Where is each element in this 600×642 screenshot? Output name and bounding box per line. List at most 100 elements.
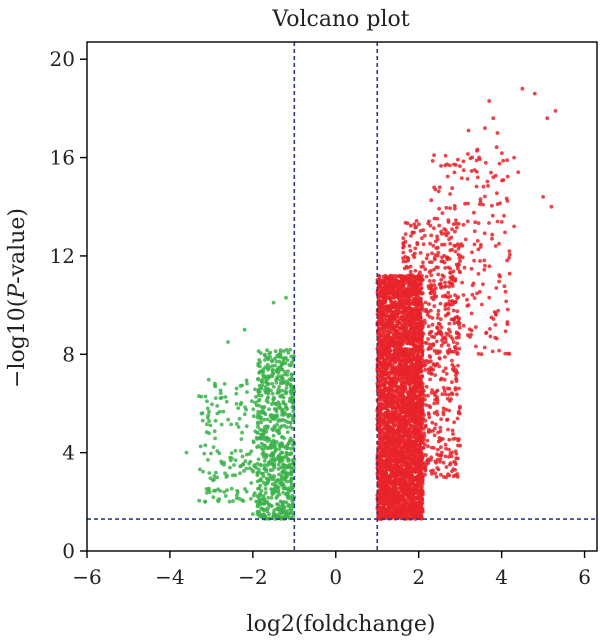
down-regulated-point <box>282 510 287 515</box>
up-regulated-point <box>400 476 405 480</box>
up-regulated-point <box>418 251 423 255</box>
up-regulated-point <box>379 440 383 445</box>
up-regulated-point <box>385 406 389 411</box>
down-regulated-point <box>230 473 235 478</box>
up-regulated-point <box>427 412 431 417</box>
up-regulated-point <box>389 359 394 363</box>
down-regulated-point <box>291 396 296 400</box>
up-regulated-point <box>401 514 406 519</box>
up-regulated-point <box>416 345 421 350</box>
down-regulated-point <box>271 396 276 400</box>
up-regulated-point <box>422 442 427 447</box>
down-regulated-point <box>269 504 274 508</box>
up-regulated-point <box>424 384 429 389</box>
down-regulated-point <box>221 409 226 414</box>
down-regulated-point <box>240 454 245 459</box>
down-regulated-point <box>270 381 274 386</box>
down-regulated-point <box>258 416 263 421</box>
up-regulated-point <box>426 393 430 398</box>
up-regulated-point <box>400 424 404 429</box>
up-regulated-point <box>383 481 388 485</box>
down-regulated-point <box>259 379 264 384</box>
up-regulated-point <box>389 299 394 304</box>
up-regulated-point <box>410 323 414 328</box>
up-regulated-point <box>440 273 445 278</box>
down-regulated-point <box>256 399 261 403</box>
up-regulated-point <box>400 284 405 289</box>
down-regulated-point <box>284 406 289 411</box>
up-regulated-point <box>385 330 390 335</box>
down-regulated-point <box>240 383 245 388</box>
down-regulated-point <box>258 351 263 355</box>
down-regulated-point <box>245 381 249 386</box>
up-regulated-point <box>443 355 447 359</box>
up-regulated-point <box>410 230 415 235</box>
down-regulated-point <box>240 430 245 435</box>
down-regulated-point <box>283 419 288 423</box>
up-regulated-point <box>382 441 387 446</box>
up-regulated-point <box>383 464 388 469</box>
up-regulated-point <box>399 419 404 424</box>
down-regulated-point <box>287 463 292 468</box>
down-regulated-point <box>255 461 260 466</box>
up-regulated-point <box>449 397 453 401</box>
up-regulated-point <box>412 370 417 375</box>
up-regulated-point <box>393 348 397 353</box>
up-regulated-point <box>424 341 429 345</box>
down-regulated-point <box>228 458 233 463</box>
down-regulated-point <box>285 430 290 435</box>
up-regulated-point <box>435 237 440 242</box>
down-regulated-point <box>284 513 289 517</box>
down-regulated-point <box>238 471 242 476</box>
up-regulated-point <box>402 274 407 279</box>
up-regulated-point <box>423 359 428 363</box>
down-regulated-point <box>236 406 241 410</box>
down-regulated-point <box>278 425 282 430</box>
down-regulated-point <box>273 426 277 430</box>
down-regulated-point <box>275 428 280 433</box>
down-regulated-point <box>275 375 280 380</box>
down-regulated-point <box>267 407 271 412</box>
up-regulated-point <box>379 489 383 494</box>
up-regulated-point <box>395 322 400 326</box>
down-regulated-point <box>269 487 274 492</box>
up-regulated-point <box>416 467 420 472</box>
down-regulated-point <box>262 417 266 422</box>
down-regulated-point <box>213 396 218 400</box>
down-regulated-point <box>233 458 238 463</box>
up-regulated-point <box>408 264 413 269</box>
up-regulated-point <box>390 287 395 292</box>
up-regulated-point <box>383 422 388 427</box>
down-regulated-point <box>278 394 283 399</box>
down-regulated-point <box>251 407 256 412</box>
down-regulated-point <box>282 369 287 374</box>
up-regulated-point <box>405 336 409 341</box>
up-regulated-point <box>390 342 394 347</box>
down-regulated-point <box>273 458 277 462</box>
down-regulated-point <box>213 384 218 389</box>
down-regulated-point <box>206 377 211 382</box>
down-regulated-point <box>282 500 286 504</box>
down-regulated-point <box>253 400 258 405</box>
down-regulated-point <box>277 509 282 514</box>
down-regulated-point <box>286 452 290 457</box>
up-regulated-point <box>420 348 425 352</box>
up-regulated-point <box>401 403 406 407</box>
up-regulated-point <box>427 302 431 306</box>
up-regulated-point <box>443 392 448 397</box>
down-regulated-point <box>275 367 280 372</box>
up-regulated-point <box>450 247 454 252</box>
down-regulated-point <box>258 364 262 369</box>
up-regulated-point <box>397 497 402 501</box>
up-regulated-point <box>395 429 400 434</box>
up-regulated-point <box>394 294 399 299</box>
up-regulated-point <box>384 386 388 391</box>
up-regulated-point <box>389 479 394 484</box>
down-regulated-point <box>212 429 217 434</box>
down-regulated-point <box>218 388 223 393</box>
down-regulated-point <box>257 383 262 388</box>
up-regulated-point <box>448 330 452 334</box>
up-regulated-point <box>427 270 432 274</box>
down-regulated-point <box>222 382 227 386</box>
